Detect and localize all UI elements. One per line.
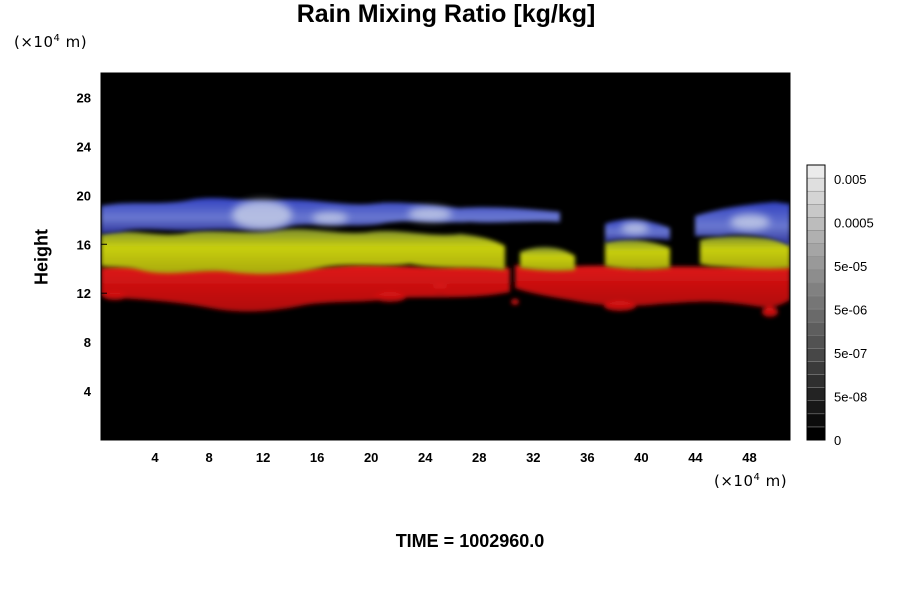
chart-title: Rain Mixing Ratio [kg/kg] bbox=[296, 0, 596, 28]
x-tick-label: 20 bbox=[364, 450, 378, 465]
x-tick-label: 8 bbox=[205, 450, 212, 465]
y-axis-unit: (×104 m) bbox=[14, 33, 88, 51]
yellow-layer bbox=[101, 229, 790, 275]
colorbar-swatch bbox=[806, 348, 826, 362]
x-tick-label: 32 bbox=[526, 450, 540, 465]
x-tick-label: 48 bbox=[742, 450, 756, 465]
x-tick-label: 4 bbox=[151, 450, 159, 465]
colorbar-swatch bbox=[806, 190, 826, 205]
rain-field bbox=[101, 198, 790, 317]
y-tick-label: 8 bbox=[84, 335, 91, 350]
y-tick-label: 24 bbox=[77, 139, 92, 154]
pale-highlights bbox=[232, 200, 770, 234]
colorbar-label: 5e-08 bbox=[834, 390, 867, 405]
colorbar-swatch bbox=[806, 164, 826, 179]
colorbar-frame bbox=[806, 164, 826, 441]
y-tick-label: 16 bbox=[77, 237, 91, 252]
x-tick-label: 28 bbox=[472, 450, 486, 465]
colorbar-label: 0.005 bbox=[834, 172, 867, 187]
colorbar-swatch bbox=[806, 361, 826, 375]
y-tick-label: 12 bbox=[77, 286, 91, 301]
x-tick-label: 44 bbox=[688, 450, 703, 465]
colorbar-swatch bbox=[806, 256, 826, 271]
y-tick-label: 28 bbox=[77, 90, 91, 105]
colorbar-label: 5e-06 bbox=[834, 303, 867, 318]
time-label: TIME = 1002960.0 bbox=[395, 531, 545, 551]
axes-frame bbox=[100, 72, 791, 441]
colorbar-swatch bbox=[806, 204, 826, 218]
colorbar-swatch bbox=[806, 282, 826, 297]
x-axis-ticks: 4 8 12 16 20 24 28 32 36 40 44 48 bbox=[151, 434, 757, 465]
x-tick-label: 12 bbox=[256, 450, 270, 465]
colorbar-label: 0.0005 bbox=[834, 216, 874, 231]
colorbar-swatch bbox=[806, 387, 826, 401]
colorbar-label: 5e-05 bbox=[834, 259, 867, 274]
colorbar: 0.005 0.0005 5e-05 5e-06 5e-07 5e-08 0 bbox=[806, 164, 874, 448]
colorbar-swatch bbox=[806, 400, 826, 415]
colorbar-swatch bbox=[806, 295, 826, 310]
colorbar-swatch bbox=[806, 217, 826, 231]
x-tick-label: 24 bbox=[418, 450, 433, 465]
colorbar-swatch bbox=[806, 413, 826, 428]
colorbar-swatch bbox=[806, 426, 826, 441]
colorbar-swatch bbox=[806, 321, 826, 336]
colorbar-swatch bbox=[806, 243, 826, 257]
y-tick-label: 4 bbox=[84, 384, 92, 399]
y-axis-ticks: 4 8 12 16 20 24 28 bbox=[77, 90, 107, 399]
x-axis-unit: (×104 m) bbox=[714, 472, 788, 490]
colorbar-swatch bbox=[806, 334, 826, 349]
colorbar-swatch bbox=[806, 269, 826, 284]
colorbar-label: 5e-07 bbox=[834, 346, 867, 361]
colorbar-swatch bbox=[806, 177, 826, 192]
colorbar-swatch bbox=[806, 230, 826, 244]
x-tick-label: 40 bbox=[634, 450, 648, 465]
colorbar-label: 0 bbox=[834, 433, 841, 448]
colorbar-swatch bbox=[806, 308, 826, 323]
y-tick-label: 20 bbox=[77, 188, 91, 203]
red-layer bbox=[101, 264, 790, 317]
x-tick-label: 36 bbox=[580, 450, 594, 465]
colorbar-swatch bbox=[806, 374, 826, 388]
x-tick-label: 16 bbox=[310, 450, 324, 465]
